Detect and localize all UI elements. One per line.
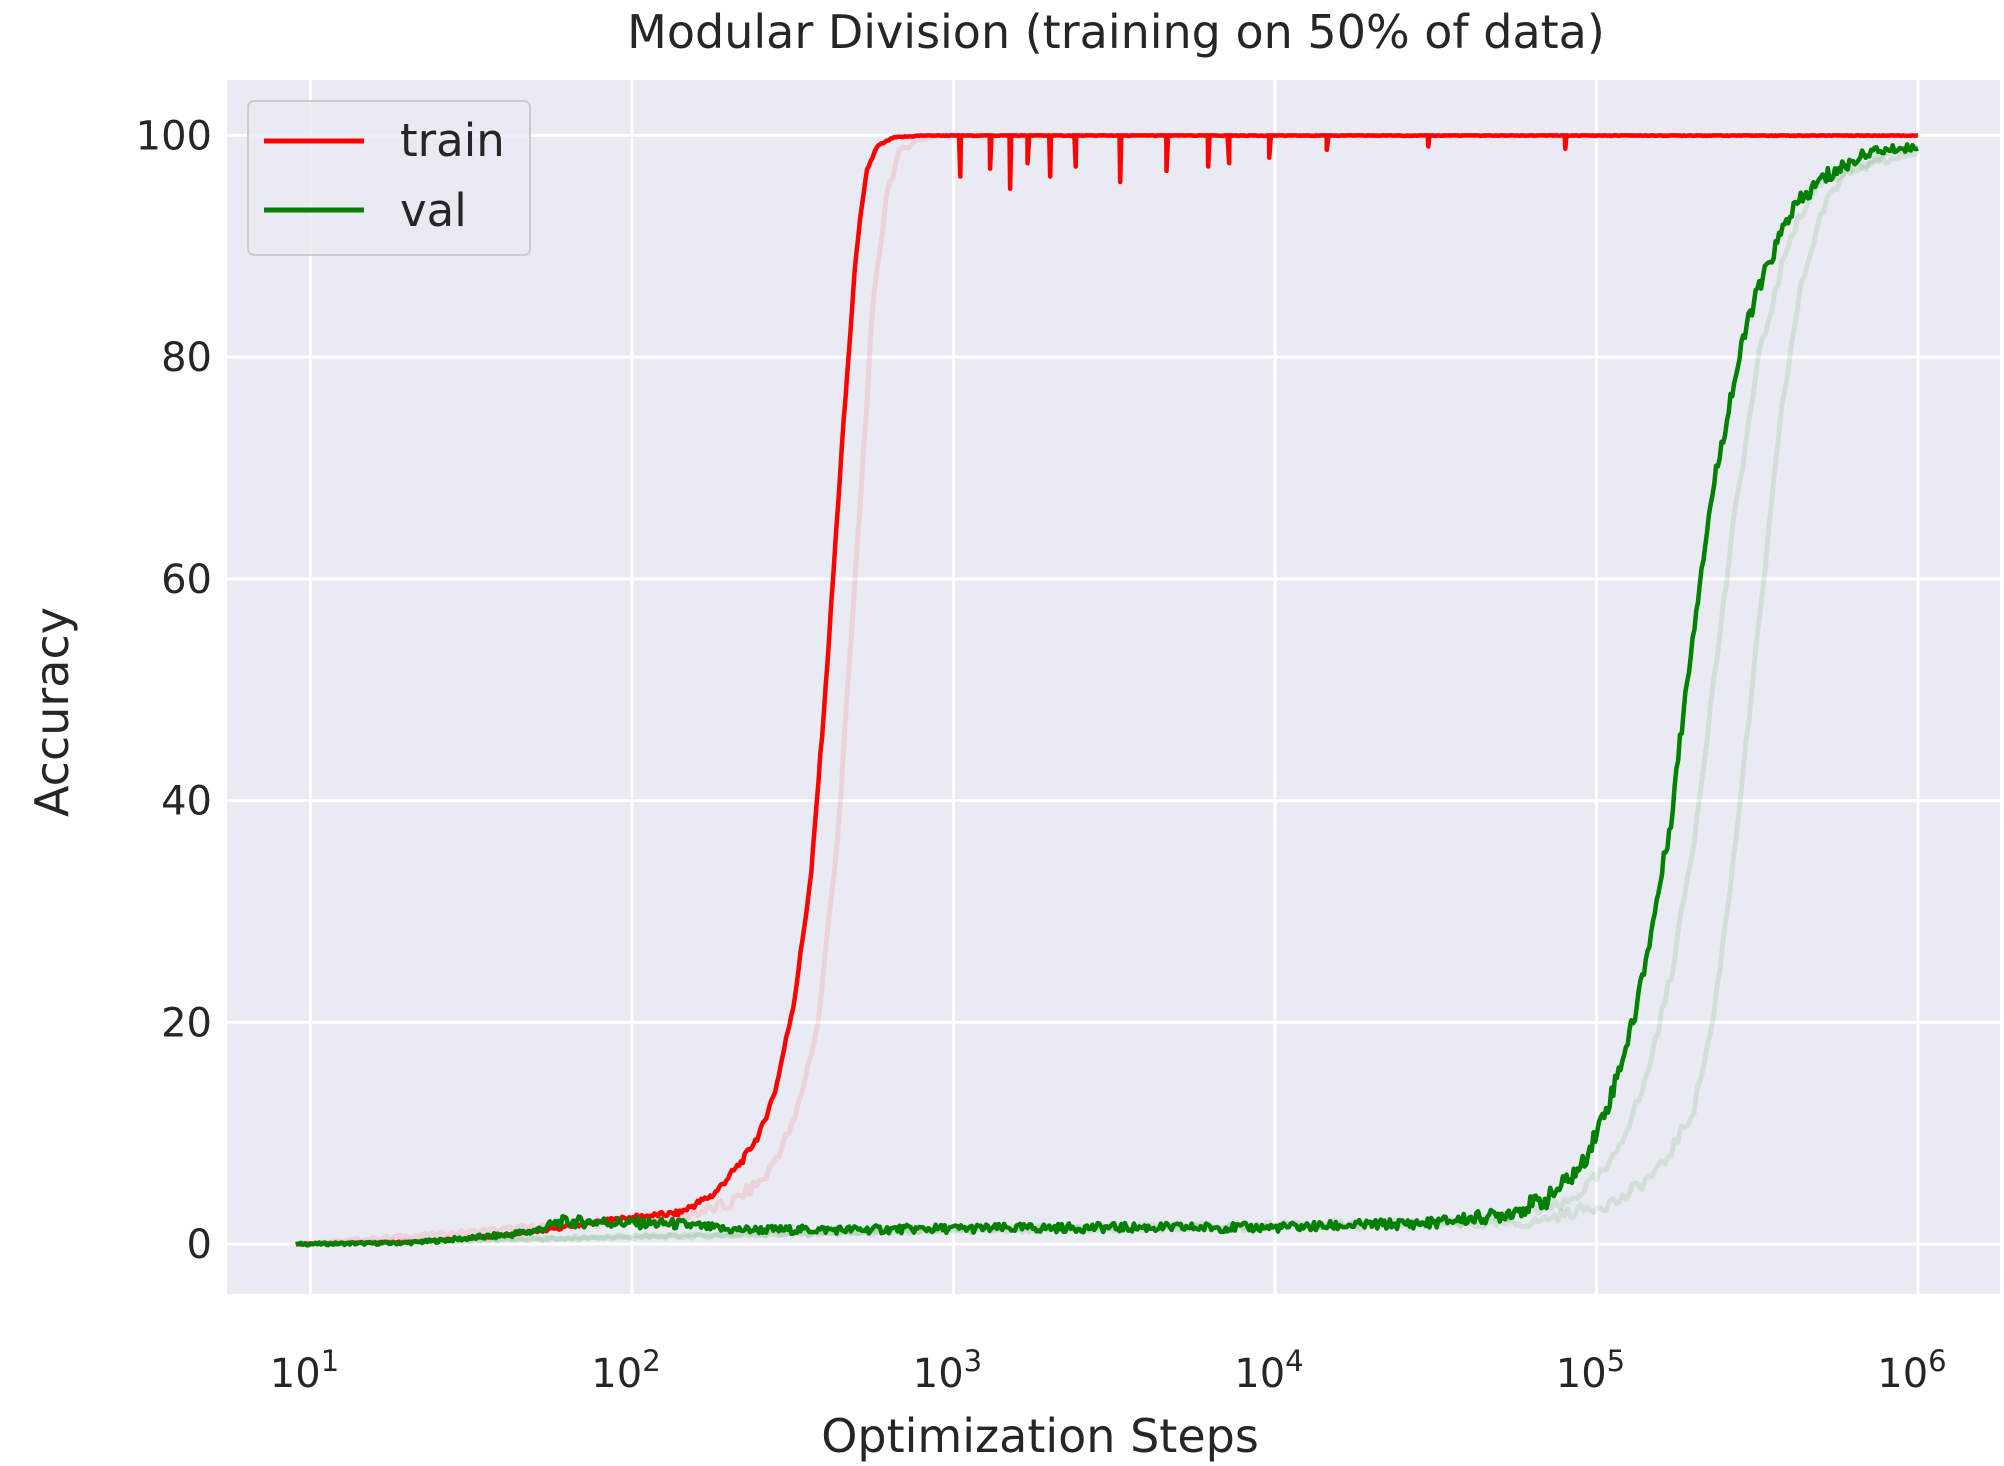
y-tick-label: 100 (136, 113, 212, 159)
y-axis-label: Accuracy (25, 607, 79, 817)
y-tick-label: 0 (187, 1222, 212, 1268)
legend: train val (247, 100, 531, 256)
x-tick-label: 104 (1234, 1344, 1303, 1397)
plot-area (227, 80, 2000, 1294)
x-tick-label: 102 (591, 1344, 660, 1397)
legend-val-label: val (400, 184, 467, 237)
x-tick-label: 101 (270, 1344, 339, 1397)
chart-title: Modular Division (training on 50% of dat… (627, 5, 1605, 59)
series-line-train (295, 133, 1919, 1247)
x-tick-label: 106 (1877, 1344, 1946, 1397)
x-tick-label: 105 (1556, 1344, 1625, 1397)
legend-train-label: train (400, 114, 505, 167)
y-tick-labels: 0 20 40 60 80 100 (136, 113, 212, 1268)
x-tick-labels: 101 102 103 104 105 106 (270, 1344, 1947, 1397)
series-lines (295, 133, 1919, 1248)
y-tick-label: 80 (161, 335, 212, 381)
x-tick-label: 103 (913, 1344, 982, 1397)
y-tick-label: 60 (161, 557, 212, 603)
y-tick-label: 40 (161, 779, 212, 825)
series-line-val (295, 142, 1919, 1248)
y-tick-label: 20 (161, 1000, 212, 1046)
x-axis-label: Optimization Steps (821, 1409, 1259, 1463)
